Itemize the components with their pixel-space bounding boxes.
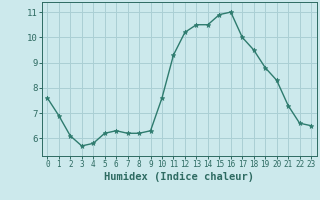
X-axis label: Humidex (Indice chaleur): Humidex (Indice chaleur) [104, 172, 254, 182]
